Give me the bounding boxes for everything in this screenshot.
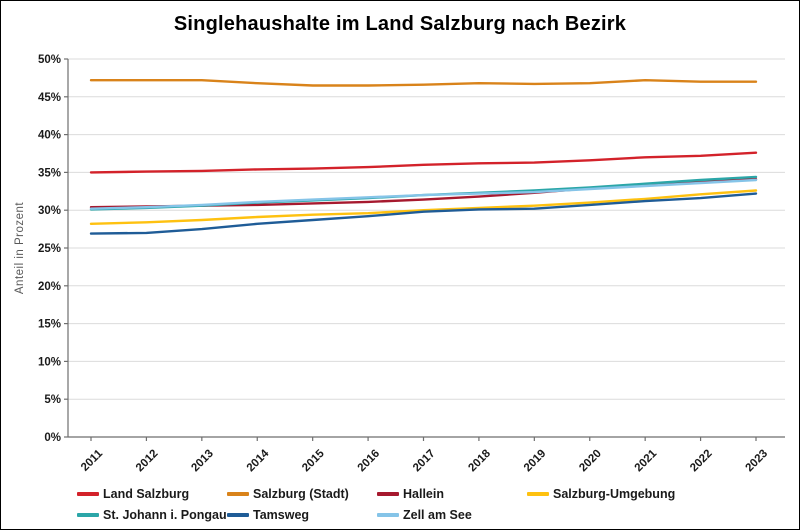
y-tick-label-20: 20% [38,281,61,293]
legend-swatch-land-salzburg [77,492,99,496]
legend-label-hallein: Hallein [403,487,444,501]
legend-label-salzburg-stadt: Salzburg (Stadt) [253,487,349,501]
series-line-tamsweg [89,192,758,235]
x-tick-label-2015: 2015 [300,447,327,474]
x-tick-label-2018: 2018 [466,447,493,474]
legend-item-salzburg-stadt: Salzburg (Stadt) [227,485,377,503]
y-tick-label-5: 5% [44,394,61,406]
x-tick-label-2019: 2019 [522,448,549,475]
y-axis-title: Anteil in Prozent [14,202,26,295]
series-line-zell-am-see [89,178,758,210]
legend-item-st-johann-i-pongau: St. Johann i. Pongau [77,506,227,524]
legend-swatch-hallein [377,492,399,496]
series-line-salzburg-umgebung [89,189,758,226]
x-tick-label-2013: 2013 [189,448,216,475]
legend-swatch-salzburg-stadt [227,492,249,496]
legend-label-land-salzburg: Land Salzburg [103,487,190,501]
legend-swatch-tamsweg [227,513,249,517]
legend-item-land-salzburg: Land Salzburg [77,485,227,503]
legend-item-hallein: Hallein [377,485,527,503]
legend-item-zell-am-see: Zell am See [377,506,527,524]
legend-label-salzburg-umgebung: Salzburg-Umgebung [553,487,676,501]
legend-label-tamsweg: Tamsweg [253,508,310,522]
x-tick-label-2022: 2022 [688,448,715,475]
y-tick-label-35: 35% [38,167,61,179]
legend-swatch-st-johann-i-pongau [77,513,99,517]
y-tick-label-30: 30% [38,205,61,217]
y-tick-label-25: 25% [38,243,61,255]
x-tick-label-2011: 2011 [79,447,106,474]
chart-title: Singlehaushalte im Land Salzburg nach Be… [173,13,627,35]
x-tick-label-2017: 2017 [411,448,438,475]
legend-label-st-johann-i-pongau: St. Johann i. Pongau [103,508,227,522]
x-tick-label-2014: 2014 [245,447,272,474]
y-tick-label-0: 0% [44,432,61,444]
y-tick-label-50: 50% [38,54,61,66]
series-line-land-salzburg [89,151,758,174]
y-tick-label-40: 40% [38,130,61,142]
line-chart: 0% 5% 10% 15% 20% 25% 30% 35% 40% 45% 50% 2011 2012 2… [14,54,785,475]
legend: Land Salzburg Salzburg (Stadt) Hallein Salz… [77,485,675,524]
x-tick-label-2023: 2023 [744,448,771,475]
x-tick-label-2020: 2020 [577,448,604,475]
y-tick-label-45: 45% [38,92,61,104]
legend-item-tamsweg: Tamsweg [227,506,377,524]
y-tick-label-10: 10% [38,356,61,368]
legend-swatch-zell-am-see [377,513,399,517]
legend-swatch-salzburg-umgebung [527,492,549,496]
x-tick-label-2016: 2016 [356,448,383,475]
x-tick-label-2012: 2012 [134,448,161,475]
legend-item-salzburg-umgebung: Salzburg-Umgebung [527,485,675,503]
legend-label-zell-am-see: Zell am See [403,508,472,522]
y-tick-label-15: 15% [38,319,61,331]
series-line-salzburg-stadt [89,79,758,87]
x-tick-label-2021: 2021 [633,447,660,474]
